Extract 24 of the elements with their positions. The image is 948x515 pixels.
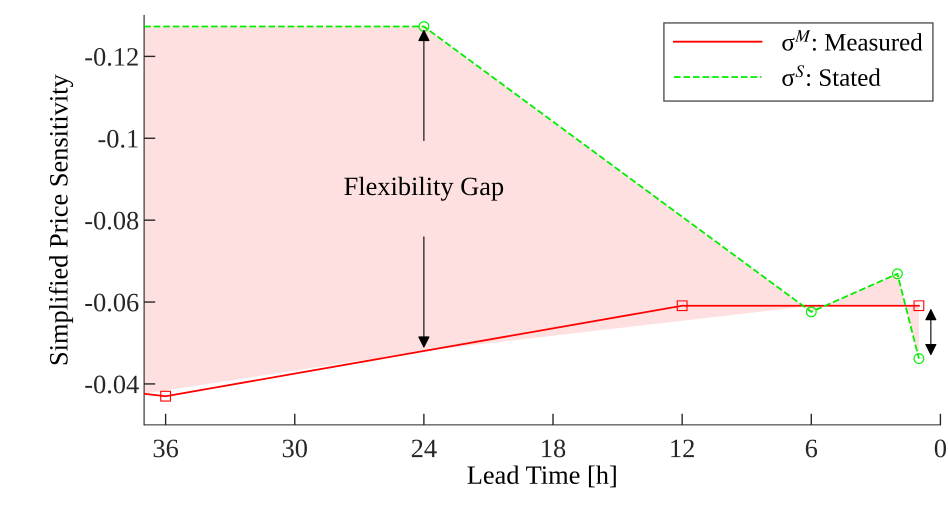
legend-label: σ$^{M}$: Measured bbox=[782, 30, 922, 51]
point bbox=[676, 300, 688, 312]
point bbox=[913, 300, 924, 312]
x-tick-label: 18 bbox=[542, 440, 566, 458]
x-tick-label: 36 bbox=[154, 440, 178, 458]
x-tick-label: 0 bbox=[934, 440, 946, 458]
point bbox=[806, 306, 817, 318]
y-tick-label: -0.04 bbox=[85, 376, 139, 394]
x-tick-label: 24 bbox=[412, 440, 437, 458]
y-tick-label: -0.06 bbox=[85, 294, 138, 312]
point bbox=[418, 21, 430, 32]
y-axis-title: Simplified Price Sensitivity bbox=[48, 74, 74, 364]
y-tick-label: -0.08 bbox=[85, 212, 138, 230]
point bbox=[892, 268, 903, 280]
x-tick-label: 30 bbox=[282, 440, 307, 458]
x-tick-label: 6 bbox=[806, 440, 818, 458]
point bbox=[160, 390, 172, 402]
annotation: Flexibility Gap bbox=[344, 176, 504, 201]
y-tick-label: -0.12 bbox=[85, 48, 138, 66]
legend-label: σ$^{S}$: Stated bbox=[782, 65, 881, 86]
point bbox=[913, 353, 924, 364]
x-tick-label: 12 bbox=[671, 440, 694, 458]
y-tick-label: -0.1 bbox=[98, 130, 138, 148]
x-axis-title: Lead Time [h] bbox=[468, 465, 616, 488]
